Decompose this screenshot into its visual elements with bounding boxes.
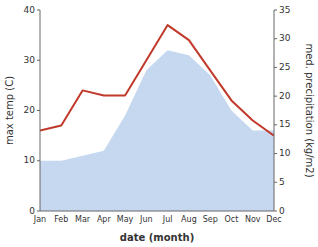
x-tick-label: Aug — [181, 215, 197, 224]
chart-svg: 0 10 20 30 40 0 5 10 15 20 25 30 35 Jan Feb Mar Apr May Ju… — [0, 0, 318, 247]
x-tick-label: May — [117, 215, 134, 224]
y2-tick-label: 0 — [279, 206, 285, 216]
y-tick — [37, 10, 40, 11]
x-tick-label: Oct — [225, 215, 239, 224]
x-axis-title: date (month) — [120, 232, 194, 243]
chart-container: 0 10 20 30 40 0 5 10 15 20 25 30 35 Jan Feb Mar Apr May Ju… — [0, 0, 318, 247]
x-tick-label: Feb — [54, 215, 68, 224]
y-tick — [37, 60, 40, 61]
x-tick-label: Jun — [139, 215, 153, 224]
y-tick-label: 20 — [24, 105, 36, 115]
y-tick-label: 40 — [24, 5, 36, 15]
y2-tick-label: 5 — [279, 177, 285, 187]
y-tick-label: 10 — [24, 155, 36, 165]
x-tick-label: Jan — [33, 215, 46, 224]
y2-tick-label: 10 — [279, 148, 291, 158]
y2-tick — [274, 153, 277, 154]
y2-tick-label: 35 — [279, 5, 290, 15]
x-axis-line — [40, 211, 274, 212]
plot-area — [40, 25, 274, 211]
line — [40, 25, 274, 136]
x-tick-label: Apr — [97, 215, 112, 224]
x-tick-label: Dec — [266, 215, 281, 224]
y-tick — [37, 110, 40, 111]
y2-tick — [274, 124, 277, 125]
x-tick-label: Sep — [203, 215, 218, 224]
y-tick-label: 0 — [29, 206, 35, 216]
x-tick-label: Nov — [245, 215, 261, 224]
y2-axis-title: med. precipitation (kg/m2) — [304, 43, 315, 177]
x-tick-label: Mar — [75, 215, 91, 224]
area — [40, 50, 274, 211]
y2-tick-label: 30 — [279, 33, 291, 43]
x-tick-label: Jul — [162, 215, 173, 224]
y2-tick — [274, 96, 277, 97]
y-tick-label: 30 — [24, 55, 36, 65]
y2-tick — [274, 211, 277, 212]
y-tick — [37, 160, 40, 161]
y2-axis-line — [274, 10, 275, 211]
y2-tick — [274, 38, 277, 39]
y2-tick-label: 25 — [279, 62, 290, 72]
y2-tick-label: 15 — [279, 119, 290, 129]
y-tick — [37, 211, 40, 212]
y2-tick — [274, 67, 277, 68]
y2-tick — [274, 182, 277, 183]
y2-tick-label: 20 — [279, 91, 291, 101]
y-axis-title: max temp (C) — [4, 76, 15, 145]
y2-tick — [274, 10, 277, 11]
